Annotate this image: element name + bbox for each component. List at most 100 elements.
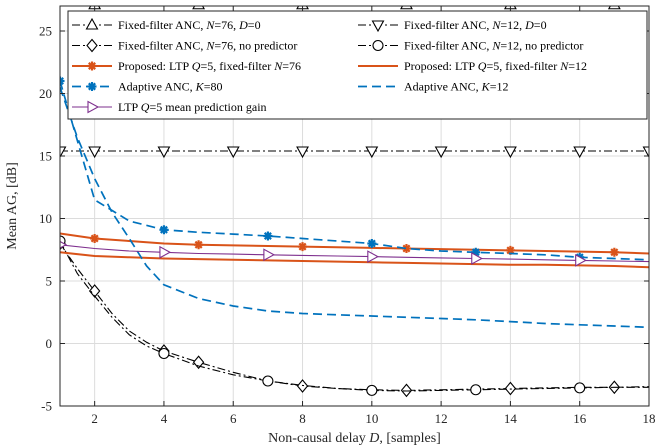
legend-marker [87,82,97,91]
asterisk-stroke [60,77,64,83]
legend-label: Proposed: LTP Q=5, fixed-filter N=12 [404,59,587,73]
series-line [60,251,649,269]
legend-label: Adaptive ANC, K=80 [118,80,222,94]
legend-item: Fixed-filter ANC, N=76, no predictor [72,39,297,53]
series-marker [296,146,309,159]
series-marker [470,384,482,396]
asterisk-stroke [506,246,515,255]
x-axis-label: Non-causal delay D, [samples] [268,431,441,446]
series-marker [60,146,67,159]
y-tick-label: 0 [46,336,53,351]
series-4 [60,232,649,257]
y-axis-label: Mean AG, [dB] [5,162,20,250]
x-tick-label: 16 [573,411,587,426]
series-marker [88,284,101,298]
series-marker [88,146,102,159]
series-marker [366,384,378,396]
series-5 [60,251,649,269]
series-marker [263,231,273,241]
asterisk-stroke [90,234,99,243]
series-marker [503,146,517,159]
series-marker [90,234,100,243]
series-marker [574,382,586,394]
legend-label: Adaptive ANC, K=12 [404,80,508,94]
series-line [60,87,649,329]
axis-ticks: 2 4 6 8 10 12 14 16 18 -5 0 5 10 15 20 25 [39,6,656,426]
legend-item: Fixed-filter ANC, N=12, no predictor [358,39,583,53]
series-marker [192,355,205,370]
x-tick-label: 12 [435,411,448,426]
asterisk-stroke [367,239,376,248]
asterisk-stroke [88,82,96,91]
x-tick-label: 8 [299,411,306,426]
series-marker [159,245,172,259]
series-marker [159,225,169,235]
x-tick-label: 18 [643,411,656,426]
axes-frame [59,5,650,407]
series-marker [298,242,308,252]
asterisk-stroke [610,248,619,257]
legend-label: Fixed-filter ANC, N=12, no predictor [404,39,583,53]
series-1 [60,146,649,159]
series-marker [434,146,448,159]
series-7 [60,87,649,329]
legend-marker [85,17,99,30]
series-marker [367,239,377,248]
series-marker [400,6,413,10]
series-marker [504,381,517,396]
y-tick-label: 10 [39,211,52,226]
series-marker [607,6,621,10]
asterisk-stroke [263,232,272,240]
x-tick-label: 2 [91,411,98,426]
series-marker [400,383,413,398]
legend-box [67,10,648,120]
legend-item: Adaptive ANC, K=12 [358,80,508,94]
y-tick-label: 15 [39,149,52,164]
legend-label: LTP Q=5 mean prediction gain [118,100,267,114]
y-tick-label: 25 [39,24,52,39]
legend-marker [372,39,384,52]
x-tick-label: 4 [161,411,168,426]
series-3 [60,235,649,396]
series-line [60,80,649,261]
legend-item: Adaptive ANC, K=80 [72,80,222,94]
series-line [60,244,649,263]
asterisk-stroke [402,244,411,253]
series-line [60,240,649,392]
asterisk-stroke [194,240,203,249]
series-8 [60,240,649,267]
series-marker [262,375,274,387]
series-marker [194,240,204,250]
series-marker [192,6,206,10]
y-tick-label: 20 [39,86,52,101]
series-marker [609,247,619,257]
plot-series [60,6,649,398]
legend-label: Fixed-filter ANC, N=76, no predictor [118,39,297,53]
legend-item: Proposed: LTP Q=5, fixed-filter N=12 [358,59,587,73]
series-line [60,232,649,255]
legend: Fixed-filter ANC, N=76, D=0 Fixed-filter … [67,10,648,120]
series-marker [573,146,587,159]
y-tick-label: -5 [41,399,52,414]
series-marker [575,253,587,267]
series-marker [367,250,379,264]
legend-label: Fixed-filter ANC, N=76, D=0 [118,18,261,32]
legend-marker [86,38,98,53]
legend-marker [87,61,97,71]
series-marker [60,76,65,86]
series-marker [226,146,240,159]
legend-marker [87,100,100,114]
asterisk-stroke [60,79,64,85]
legend-item: Proposed: LTP Q=5, fixed-filter N=76 [72,59,301,73]
legend-label: Proposed: LTP Q=5, fixed-filter N=76 [118,59,301,73]
legend-label: Fixed-filter ANC, N=12, D=0 [404,18,547,32]
series-marker [471,252,483,265]
legend-item: Fixed-filter ANC, N=12, D=0 [358,18,547,33]
legend-item: LTP Q=5 mean prediction gain [72,100,267,114]
x-tick-label: 14 [504,411,518,426]
series-marker [365,146,379,159]
series-marker [263,248,276,262]
y-tick-label: 5 [46,274,53,289]
series-marker [296,379,309,393]
